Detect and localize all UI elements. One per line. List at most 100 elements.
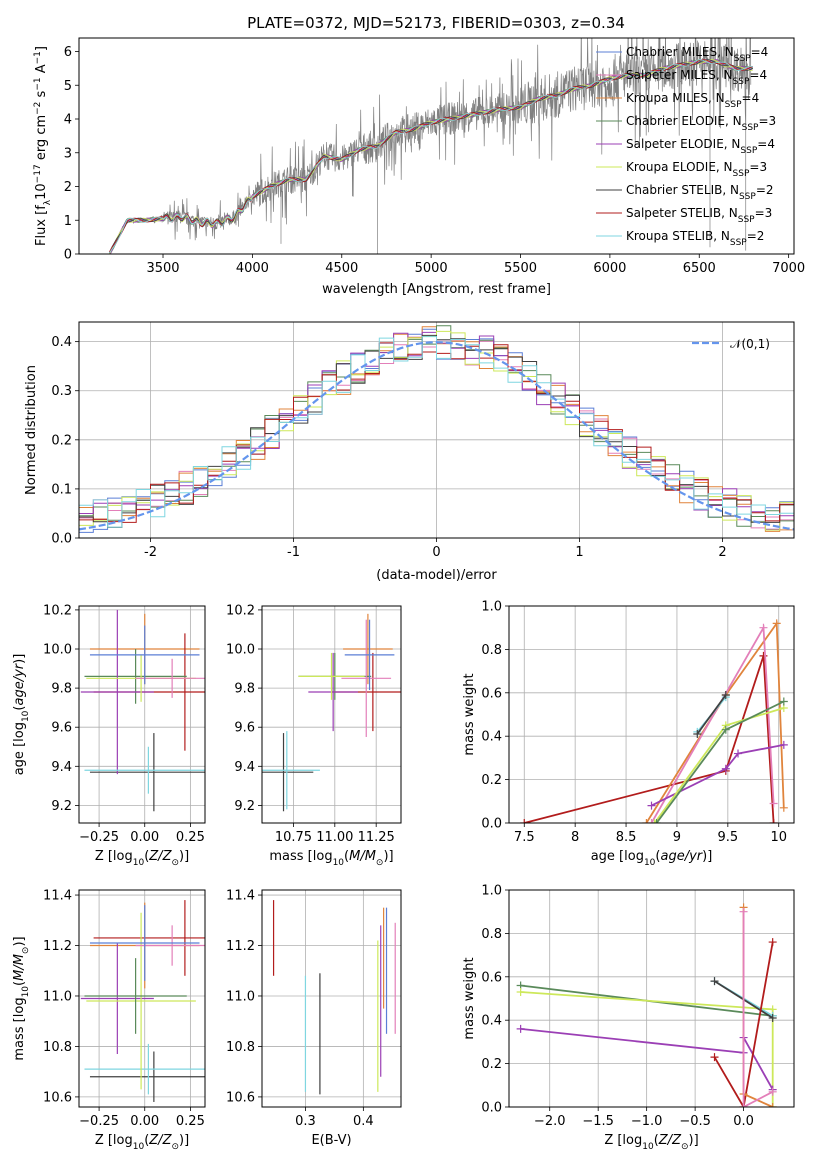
- y-tick-label: 0.4: [51, 335, 72, 350]
- massweight-point-marker: [642, 819, 651, 823]
- y-tick-label: 9.4: [51, 760, 72, 775]
- y-tick-label: 10.0: [43, 643, 72, 658]
- y-tick-label: 0.8: [481, 927, 502, 942]
- massweight-point-marker: [520, 819, 529, 823]
- y-tick-label: 2: [64, 180, 72, 195]
- massweight-point-marker: [516, 987, 525, 996]
- y-tick-label: 9.8: [51, 682, 72, 697]
- massweight-point-marker: [650, 819, 659, 823]
- massweight-point-marker: [739, 1103, 748, 1107]
- plot-area: [262, 613, 401, 812]
- massweight-point-marker: [647, 801, 656, 810]
- model-spectrum-line: [109, 59, 754, 253]
- axes-frame: [261, 605, 402, 824]
- x-tick-label: 9.5: [717, 830, 738, 845]
- y-tick-label: 9.8: [234, 682, 255, 697]
- massweight-point-marker: [710, 977, 719, 986]
- x-tick-label: −0.25: [79, 830, 119, 845]
- massweight-line: [645, 620, 785, 823]
- y-axis-label: mass weight: [462, 957, 477, 1039]
- massweight-point-marker: [759, 623, 768, 632]
- x-axis-label: Z [log10(Z/Z⊙)]: [95, 1133, 189, 1152]
- massweight-point-marker: [759, 651, 768, 660]
- x-tick-label: 0.3: [295, 1114, 316, 1129]
- mass-vs-ebv-panel: 0.3 0.4 10.6 10.8 11.0 11.2 11.4 E(B-V): [226, 889, 402, 1148]
- y-tick-label: 6: [64, 45, 72, 60]
- x-tick-label: 3500: [146, 261, 179, 276]
- y-tick-label: 0.1: [51, 482, 72, 497]
- y-axis-label: age [log10(age/yr)]: [12, 654, 31, 776]
- massweight-vs-age-panel: 7.5 8 8.5 9 9.5 10 0.0 0.2 0.4 0.6 0.8 1.0 age [log1…: [462, 600, 795, 868]
- figure-title: PLATE=0372, MJD=52173, FIBERID=0303, z=0…: [247, 14, 625, 32]
- legend-entry: Chabrier ELODIE, NSSP=3: [626, 114, 776, 133]
- massweight-point-marker: [693, 730, 702, 739]
- massweight-point-marker: [516, 1024, 525, 1033]
- axes-frame: [78, 37, 795, 255]
- y-tick-label: 9.4: [234, 760, 255, 775]
- x-tick-label: −1.5: [582, 1114, 614, 1129]
- x-tick-label: 6500: [683, 261, 716, 276]
- y-tick-label: 11.0: [226, 989, 255, 1004]
- x-tick-label: 7000: [772, 261, 805, 276]
- y-tick-label: 0.4: [481, 730, 502, 745]
- y-tick-label: 10.6: [43, 1090, 72, 1105]
- y-tick-label: 9.2: [51, 799, 72, 814]
- x-tick-label: 1: [575, 545, 583, 560]
- x-tick-label: 7.5: [514, 830, 535, 845]
- massweight-line: [650, 624, 775, 823]
- y-tick-label: 0.0: [481, 817, 502, 832]
- legend-entry: 𝒩(0,1): [730, 337, 770, 351]
- x-axis-label: Z [log10(Z/Z⊙)]: [95, 849, 189, 868]
- legend-entry: Salpeter MILES, NSSP=4: [626, 68, 767, 87]
- y-tick-label: 0.2: [481, 1057, 502, 1072]
- massweight-point-marker: [768, 938, 777, 947]
- residual-histogram: [79, 336, 794, 528]
- y-axis-label: Flux [fλ10−17 erg cm−2 s−1 A−1]: [33, 46, 53, 246]
- x-tick-label: 8: [571, 830, 579, 845]
- x-tick-label: 11.25: [358, 830, 395, 845]
- y-tick-label: 10.8: [43, 1040, 72, 1055]
- y-tick-label: 11.2: [226, 939, 255, 954]
- legend-entry: Chabrier STELIB, NSSP=2: [626, 183, 774, 202]
- plot-area: [80, 609, 205, 812]
- massweight-line: [651, 744, 784, 807]
- x-tick-label: 10.75: [275, 830, 312, 845]
- y-tick-label: 9.2: [234, 799, 255, 814]
- massweight-point-marker: [647, 819, 656, 823]
- massweight-line: [524, 655, 775, 823]
- massweight-point-marker: [721, 690, 730, 699]
- massweight-line: [713, 941, 774, 1107]
- x-tick-label: 0.25: [176, 1114, 205, 1129]
- legend-entry: Chabrier MILES, NSSP=4: [626, 45, 768, 64]
- legend-entry: Salpeter STELIB, NSSP=3: [626, 206, 772, 225]
- x-tick-label: −0.25: [79, 1114, 119, 1129]
- x-tick-label: 0.0: [733, 1114, 754, 1129]
- model-spectrum-line: [109, 59, 754, 253]
- y-tick-label: 9.6: [51, 721, 72, 736]
- x-axis-label: (data-model)/error: [376, 568, 497, 583]
- legend-entry: Kroupa ELODIE, NSSP=3: [626, 160, 767, 179]
- plot-area: [79, 325, 794, 533]
- x-tick-label: 9: [673, 830, 681, 845]
- y-tick-label: 9.6: [234, 721, 255, 736]
- plot-area: [80, 900, 205, 1102]
- x-tick-label: −0.5: [679, 1114, 711, 1129]
- massweight-point-marker: [769, 819, 778, 823]
- massweight-vs-metallicity-panel: −2.0 −1.5 −1.0 −0.5 0.0 0.0 0.2 0.4 0.6 0.8 1.0 Z […: [462, 884, 795, 1152]
- massweight-point-marker: [779, 740, 788, 749]
- massweight-line: [653, 707, 785, 823]
- y-tick-label: 10.6: [226, 1090, 255, 1105]
- massweight-point-marker: [772, 619, 781, 628]
- x-tick-label: 5000: [415, 261, 448, 276]
- axes-frame: [261, 889, 402, 1108]
- x-tick-label: 0.00: [130, 830, 159, 845]
- age-vs-mass-panel: 10.75 11.00 11.25 9.2 9.4 9.6 9.8 10.0 10.2 mass …: [226, 603, 402, 868]
- massweight-point-marker: [768, 1103, 777, 1107]
- y-axis-label: Normed distribution: [24, 365, 39, 495]
- x-axis-label: wavelength [Angstrom, rest frame]: [322, 282, 551, 297]
- massweight-point-marker: [721, 764, 730, 773]
- y-tick-label: 11.2: [43, 939, 72, 954]
- massweight-point-marker: [769, 799, 778, 808]
- y-tick-label: 10.2: [43, 603, 72, 618]
- axes-frame: [508, 605, 795, 824]
